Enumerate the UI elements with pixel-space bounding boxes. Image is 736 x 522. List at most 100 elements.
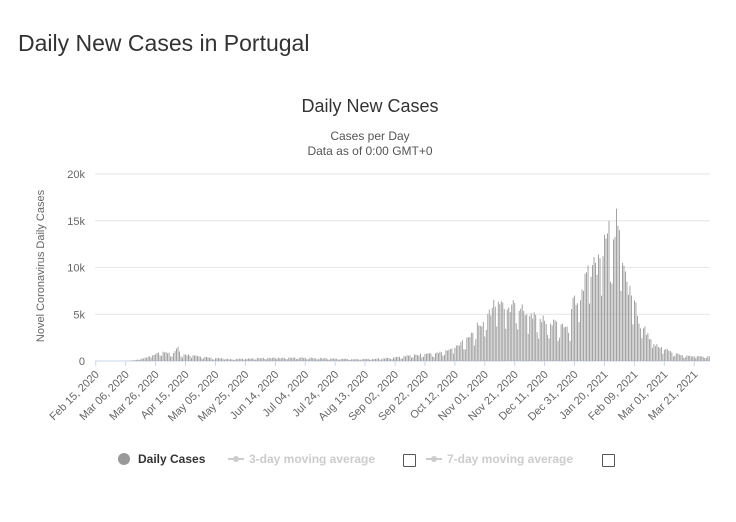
bar[interactable]	[170, 356, 172, 361]
bar[interactable]	[478, 325, 480, 361]
bar[interactable]	[267, 358, 269, 361]
bar[interactable]	[264, 359, 266, 361]
bar[interactable]	[626, 281, 628, 361]
bar[interactable]	[303, 358, 305, 361]
bar[interactable]	[575, 304, 577, 361]
bar[interactable]	[162, 351, 164, 361]
bar[interactable]	[473, 345, 475, 361]
bar[interactable]	[421, 357, 423, 361]
bar[interactable]	[595, 262, 596, 361]
bar[interactable]	[301, 357, 303, 361]
bar[interactable]	[512, 300, 514, 361]
bar[interactable]	[613, 239, 614, 361]
bar[interactable]	[454, 347, 456, 361]
bar[interactable]	[194, 355, 195, 361]
bar[interactable]	[247, 358, 249, 361]
bar[interactable]	[361, 359, 363, 361]
bar[interactable]	[244, 358, 246, 361]
bar[interactable]	[541, 322, 543, 361]
bar[interactable]	[458, 345, 460, 361]
bar[interactable]	[614, 236, 616, 361]
bar[interactable]	[391, 359, 393, 361]
bar[interactable]	[452, 353, 454, 361]
bar[interactable]	[325, 358, 327, 361]
bar[interactable]	[650, 339, 652, 361]
bar[interactable]	[173, 353, 175, 361]
bar[interactable]	[532, 318, 534, 361]
bar[interactable]	[702, 356, 704, 361]
bar[interactable]	[572, 297, 574, 361]
bar[interactable]	[402, 358, 403, 361]
bar[interactable]	[197, 356, 198, 361]
bar[interactable]	[240, 358, 242, 361]
bar[interactable]	[331, 358, 333, 361]
bar[interactable]	[292, 357, 294, 361]
bar[interactable]	[427, 353, 429, 361]
bar[interactable]	[289, 357, 291, 361]
bar[interactable]	[405, 356, 406, 361]
bar[interactable]	[390, 358, 391, 361]
bar[interactable]	[669, 351, 671, 361]
bar[interactable]	[174, 351, 176, 361]
bar[interactable]	[559, 337, 561, 361]
bar[interactable]	[690, 356, 692, 361]
bar[interactable]	[490, 315, 492, 361]
bar[interactable]	[358, 359, 360, 361]
bar[interactable]	[601, 295, 602, 361]
bar[interactable]	[364, 358, 366, 361]
bar[interactable]	[283, 357, 285, 361]
bar[interactable]	[295, 358, 297, 361]
bar[interactable]	[554, 320, 556, 361]
bar[interactable]	[354, 359, 356, 361]
bar[interactable]	[234, 359, 236, 361]
bar[interactable]	[675, 353, 677, 361]
bar[interactable]	[641, 338, 643, 361]
bar[interactable]	[204, 356, 206, 361]
bar[interactable]	[200, 356, 201, 361]
bar[interactable]	[571, 309, 573, 361]
bar[interactable]	[279, 358, 281, 361]
bar[interactable]	[605, 238, 607, 361]
bar[interactable]	[607, 233, 608, 361]
bar[interactable]	[277, 357, 279, 361]
bar[interactable]	[237, 358, 239, 361]
bar[interactable]	[387, 357, 388, 361]
bar[interactable]	[249, 358, 251, 361]
bar[interactable]	[411, 357, 412, 361]
bar[interactable]	[506, 309, 508, 361]
bar[interactable]	[137, 359, 139, 361]
bar[interactable]	[403, 355, 405, 361]
bar[interactable]	[310, 357, 312, 361]
bar[interactable]	[686, 355, 688, 361]
bar[interactable]	[134, 360, 136, 361]
bar[interactable]	[699, 356, 701, 361]
bar[interactable]	[147, 356, 149, 361]
bar[interactable]	[372, 358, 374, 361]
bar[interactable]	[461, 340, 463, 361]
bar[interactable]	[376, 358, 378, 361]
bar[interactable]	[246, 359, 248, 361]
bar[interactable]	[593, 257, 595, 361]
bar[interactable]	[225, 358, 227, 361]
bar[interactable]	[545, 323, 547, 361]
bar[interactable]	[509, 312, 511, 361]
bar[interactable]	[318, 359, 320, 361]
bar[interactable]	[434, 353, 436, 361]
bar[interactable]	[503, 309, 505, 361]
bar[interactable]	[470, 332, 472, 361]
bar[interactable]	[635, 302, 637, 361]
bar[interactable]	[431, 356, 433, 361]
bar[interactable]	[351, 359, 353, 361]
bar[interactable]	[412, 357, 414, 361]
bar[interactable]	[414, 354, 415, 361]
bar[interactable]	[647, 332, 649, 361]
bar[interactable]	[547, 334, 549, 361]
bar[interactable]	[363, 359, 365, 361]
bar[interactable]	[316, 359, 318, 361]
bar[interactable]	[339, 359, 341, 361]
bar[interactable]	[617, 225, 619, 361]
bar[interactable]	[179, 351, 180, 361]
bar[interactable]	[439, 351, 441, 361]
bar[interactable]	[436, 352, 438, 361]
bar[interactable]	[268, 358, 270, 361]
